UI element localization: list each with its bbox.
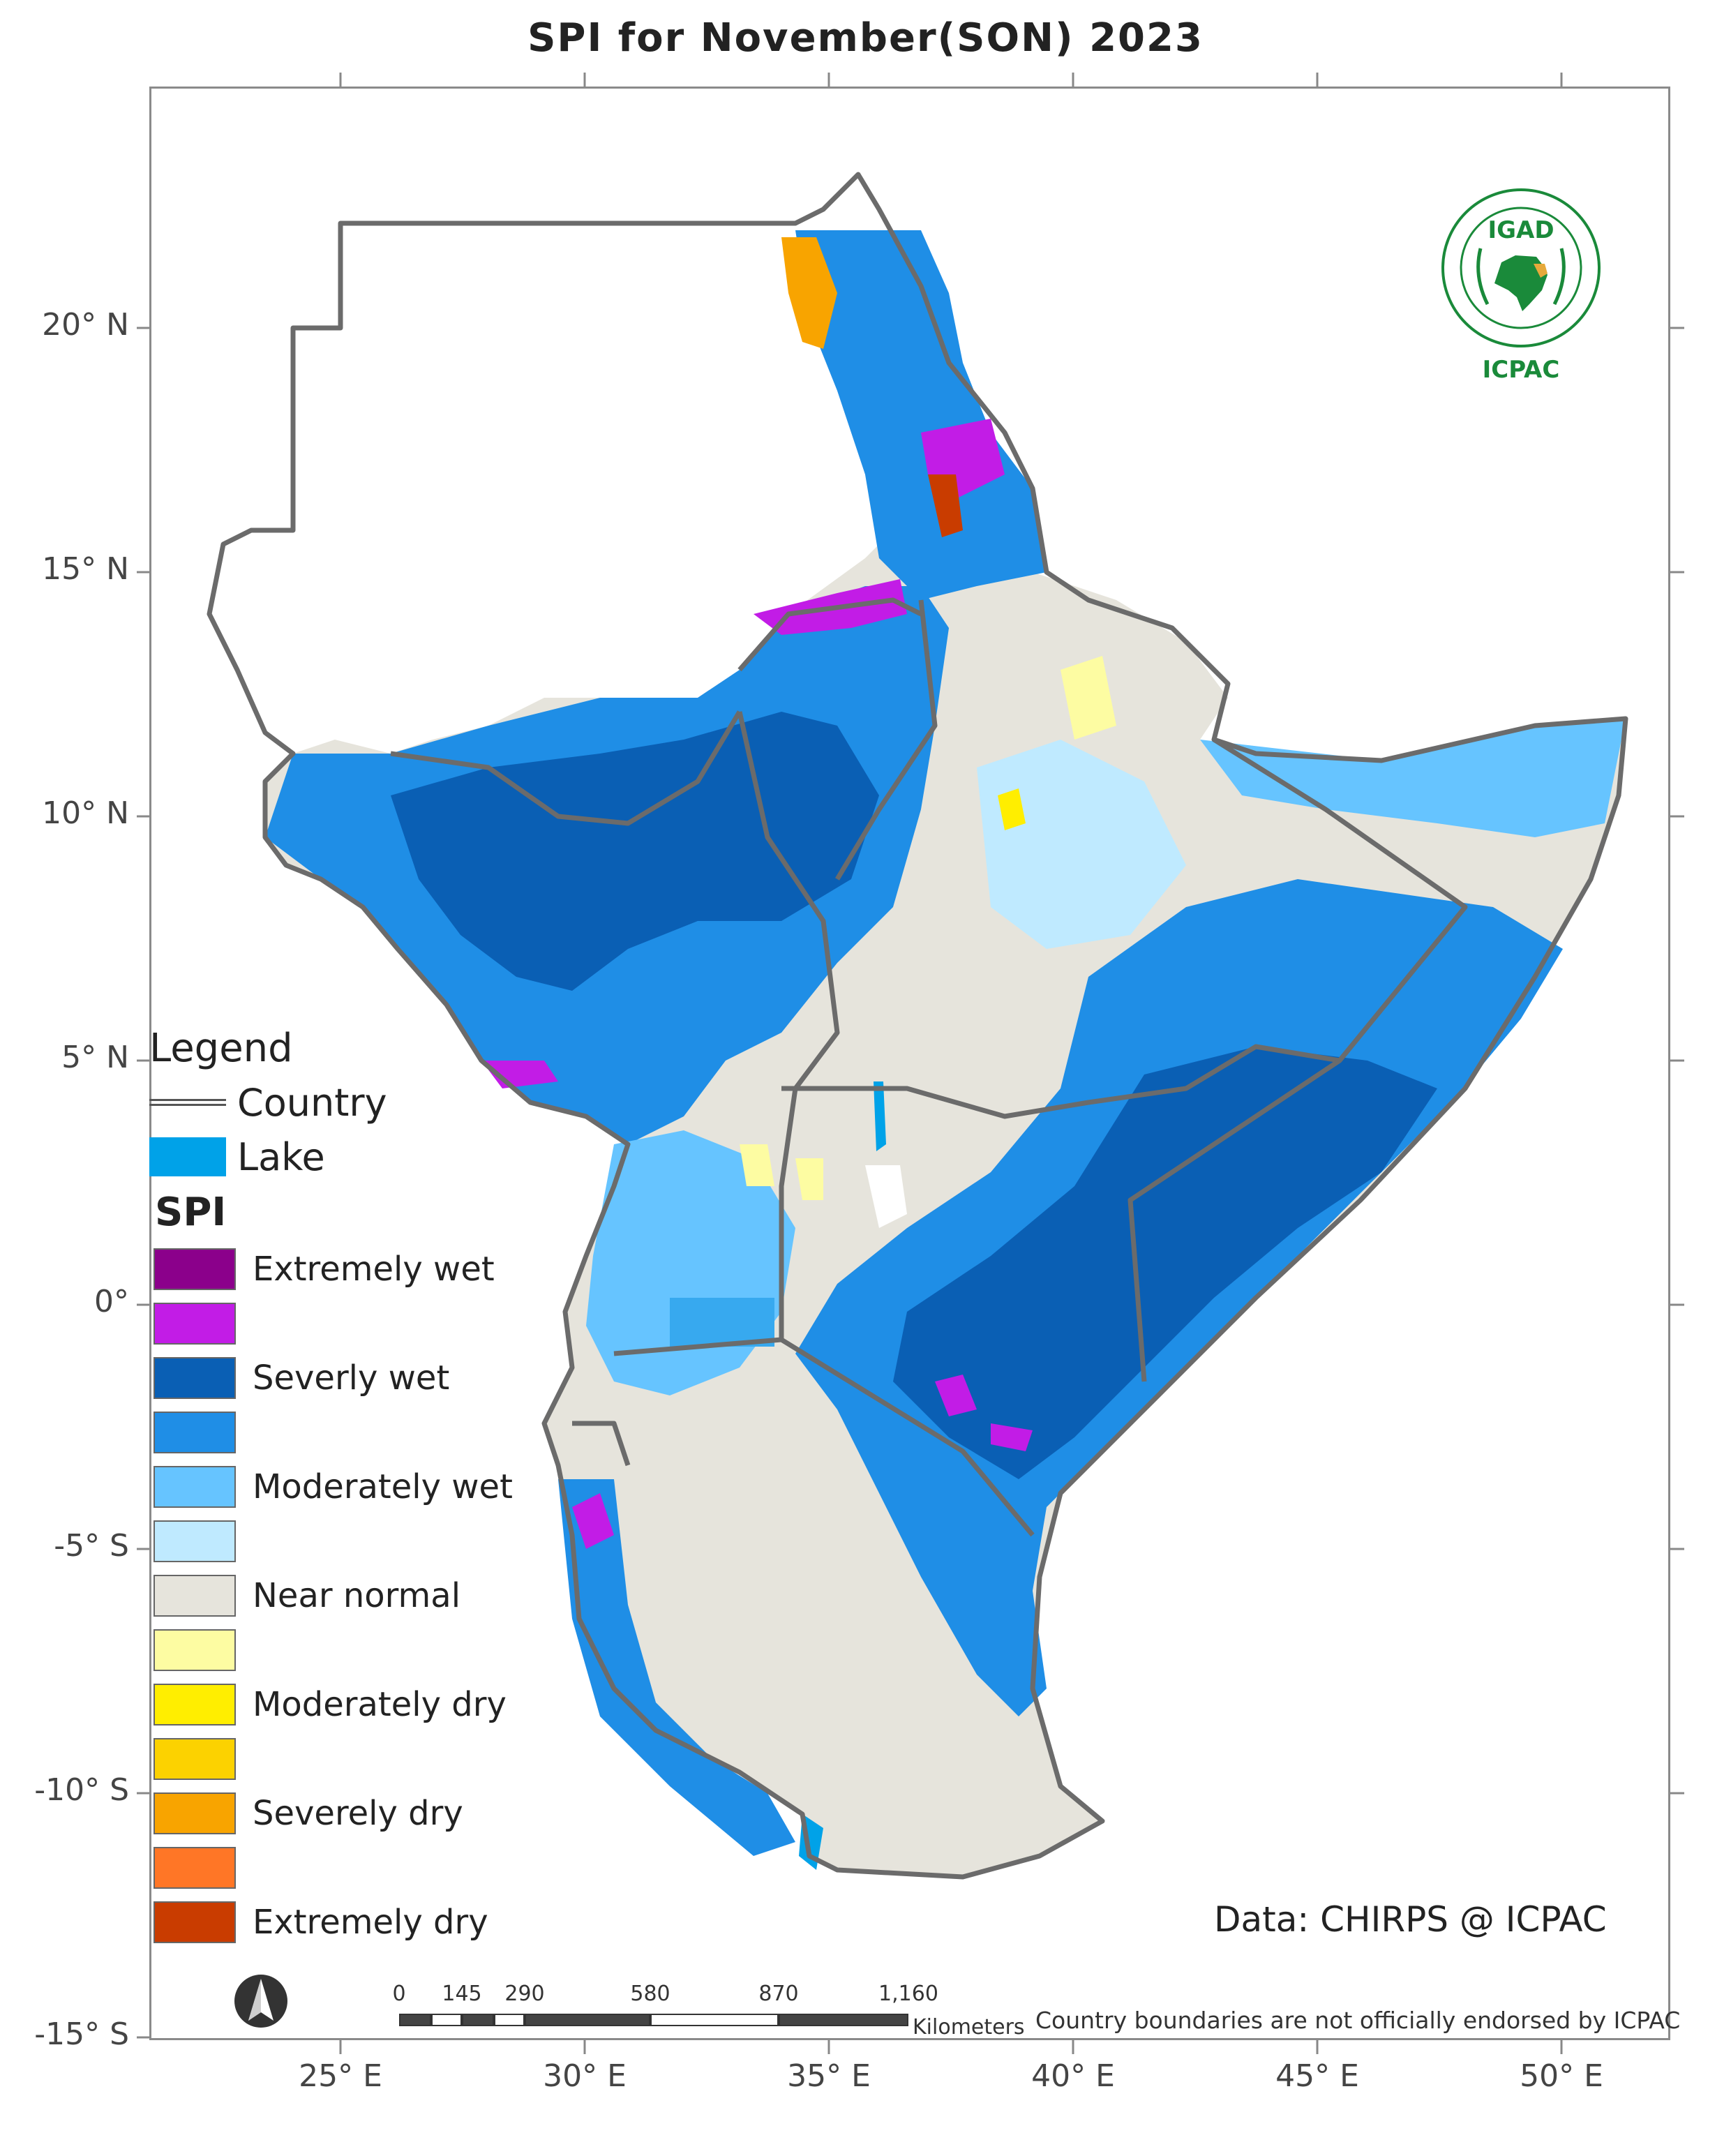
scale-segment: [399, 2014, 431, 2026]
lat-label: 5° N: [61, 1040, 129, 1075]
spi-class-label: Severely dry: [253, 1794, 463, 1833]
spi-swatch: [153, 1466, 236, 1508]
spi-swatch: [153, 1847, 236, 1889]
spi-title: SPI: [155, 1190, 227, 1235]
lat-label: 10° N: [42, 795, 129, 831]
country-line-icon: [149, 1099, 226, 1106]
scale-bar: 0 145 290 580 870 1,160 Kilometers: [392, 1982, 1025, 2051]
map-title: SPI for November(SON) 2023: [527, 15, 1204, 61]
spi-class-row: Near normal: [149, 1569, 540, 1623]
map-legend: Legend Country Lake SPI Extremely wet Sev…: [149, 1026, 540, 1949]
spi-class-label: Extremely dry: [253, 1903, 488, 1942]
boundary-disclaimer: Country boundaries are not officially en…: [1035, 2007, 1681, 2034]
spi-class-row: Moderately dry: [149, 1677, 540, 1732]
spi-swatch: [153, 1629, 236, 1671]
severe-wet-zone-east: [893, 1047, 1437, 1479]
logo-top-text: IGAD: [1488, 216, 1554, 244]
spi-class-label: Moderately dry: [253, 1685, 507, 1724]
lat-label: 15° N: [42, 551, 129, 587]
light-wet-zone: [977, 740, 1186, 949]
lon-label: 50° E: [1520, 2058, 1603, 2094]
scale-tick: 580: [630, 1982, 670, 2006]
moderate-wet-zone: [1200, 719, 1626, 837]
lat-label: -5° S: [54, 1528, 129, 1564]
igad-emblem-icon: [1441, 188, 1601, 347]
spi-swatch: [153, 1901, 236, 1943]
spi-class-label: Near normal: [253, 1576, 461, 1615]
spi-swatch: [153, 1738, 236, 1780]
scale-segment: [431, 2014, 462, 2026]
dry-patches: [740, 237, 1116, 1200]
scale-segment: [650, 2014, 779, 2026]
spi-class-row: [149, 1841, 540, 1895]
logo-bottom-text: ICPAC: [1482, 356, 1560, 384]
spi-class-row: [149, 1296, 540, 1351]
scale-tick: 145: [442, 1982, 482, 2006]
map-frame: [149, 87, 1670, 2040]
legend-lake-label: Lake: [237, 1135, 325, 1179]
lon-label: 25° E: [299, 2058, 382, 2094]
spi-class-row: [149, 1405, 540, 1460]
scale-segment: [494, 2014, 525, 2026]
scale-segment: [525, 2014, 650, 2026]
scale-tick: 290: [504, 1982, 545, 2006]
scale-tick: 1,160: [878, 1982, 938, 2006]
legend-country: Country: [149, 1075, 540, 1130]
wet-zone-north: [795, 230, 1047, 600]
spi-swatch: [153, 1520, 236, 1562]
lat-label: -10° S: [34, 1772, 129, 1808]
axis-ticks: [137, 73, 1684, 2054]
spi-swatch: [153, 1303, 236, 1345]
spi-class-row: [149, 1623, 540, 1677]
spi-class-label: Severly wet: [253, 1358, 450, 1398]
spi-swatch: [153, 1412, 236, 1453]
icpac-logo: IGAD ICPAC: [1439, 186, 1603, 388]
coastal-wet-zone: [558, 1479, 795, 1856]
lat-label: -15° S: [34, 2016, 129, 2052]
lake-victoria-white: [865, 1165, 907, 1228]
spi-class-row: [149, 1732, 540, 1786]
spi-class-row: [149, 1514, 540, 1569]
lon-label: 40° E: [1031, 2058, 1115, 2094]
spi-class-row: Severely dry: [149, 1786, 540, 1841]
scale-tick: 870: [758, 1982, 799, 2006]
legend-title: Legend: [149, 1026, 293, 1071]
spi-swatch: [153, 1792, 236, 1834]
spi-class-row: Severly wet: [149, 1351, 540, 1405]
legend-lake: Lake: [149, 1130, 540, 1184]
legend-country-label: Country: [237, 1080, 387, 1125]
country-boundaries: [207, 172, 1628, 1880]
data-credit: Data: CHIRPS @ ICPAC: [1214, 1899, 1607, 1940]
spi-class-row: Moderately wet: [149, 1460, 540, 1514]
spi-swatch: [153, 1248, 236, 1290]
spi-class-row: Extremely wet: [149, 1242, 540, 1296]
spi-class-row: Extremely dry: [149, 1895, 540, 1949]
lat-label: 0°: [94, 1284, 129, 1319]
north-arrow-icon: [234, 1975, 287, 2028]
lat-label: 20° N: [42, 307, 129, 343]
lake-swatch: [149, 1137, 226, 1176]
lon-label: 45° E: [1275, 2058, 1359, 2094]
lon-label: 30° E: [543, 2058, 627, 2094]
lakes: [670, 1081, 886, 1870]
scale-segment: [779, 2014, 908, 2026]
spi-class-label: Moderately wet: [253, 1467, 513, 1506]
lon-label: 35° E: [787, 2058, 871, 2094]
spi-swatch: [153, 1575, 236, 1617]
spi-swatch: [153, 1684, 236, 1725]
spi-class-list: Extremely wet Severly wet Moderately wet Ne…: [149, 1242, 540, 1949]
spi-swatch: [153, 1357, 236, 1399]
scale-units: Kilometers: [913, 2015, 1025, 2039]
scale-tick: 0: [392, 1982, 406, 2006]
spi-class-label: Extremely wet: [253, 1250, 495, 1289]
scale-segment: [462, 2014, 494, 2026]
